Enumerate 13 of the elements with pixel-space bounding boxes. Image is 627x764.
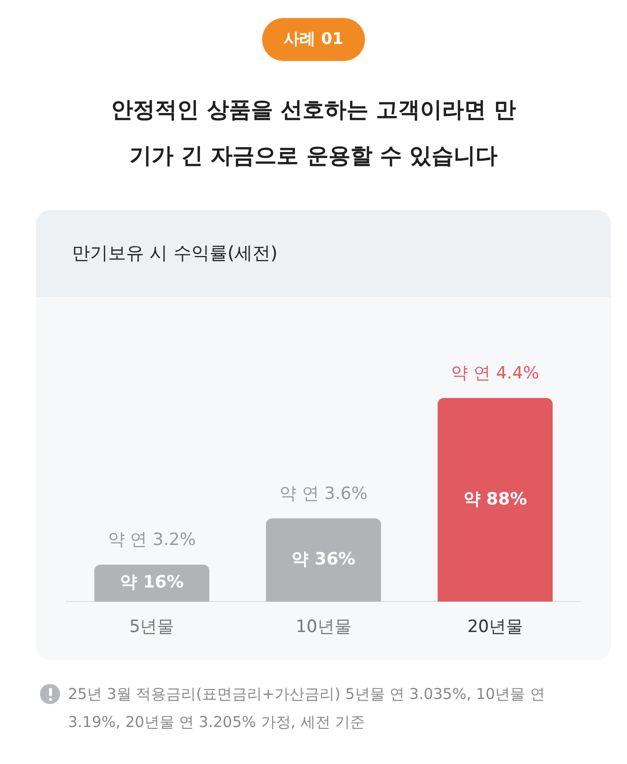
x-tick-label: 20년물 [467,617,523,638]
annotation: 약 연 3.2% [108,530,196,550]
chart-subtitle: 만기보유 시 수익률(세전) [36,210,611,297]
x-tick-label: 10년물 [296,617,352,638]
chart-title: 안정적인 상품을 선호하는 고객이라면 만기가 긴 자금으로 운용할 수 있습니다 [110,97,517,171]
data-label: 약 36% [292,549,356,570]
text: 사례 01 [262,18,366,61]
annotation: 약 연 3.6% [280,484,368,504]
x-tick-label: 5년물 [129,617,174,638]
annotation: 약 연 4.4% [451,363,540,384]
data-label: 약 88% [463,489,527,510]
text: 25년 3월 적용금리(표면금리+가산금리) 5년물 연 3.035%, 10년물 연 3.19%, 20년물 연 3.205% 가정, 세전 기준 [68,684,546,733]
data-label: 약 16% [120,572,184,593]
